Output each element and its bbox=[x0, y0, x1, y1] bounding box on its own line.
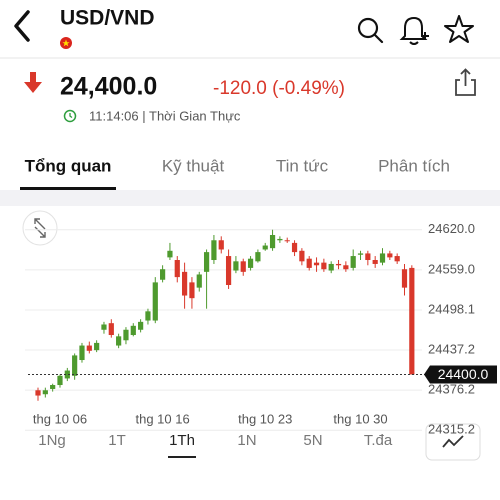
candle-body bbox=[357, 253, 364, 255]
candle-body bbox=[130, 325, 136, 336]
candle-body bbox=[291, 242, 298, 253]
chart-type-icon bbox=[442, 435, 464, 448]
tab[interactable]: Kỹ thuật bbox=[162, 156, 225, 175]
candle-body bbox=[269, 235, 276, 249]
y-tick-label: 24437.2 bbox=[428, 341, 475, 356]
candle-body bbox=[299, 250, 305, 262]
down-arrow bbox=[24, 72, 42, 93]
timeframe[interactable]: 1N bbox=[237, 432, 256, 449]
expand-icon bbox=[34, 218, 46, 238]
pair-title: USD/VND bbox=[60, 7, 155, 30]
y-tick-label: 24498.1 bbox=[428, 301, 475, 316]
candle-body bbox=[152, 282, 158, 321]
candle-body bbox=[35, 390, 41, 396]
flag-star bbox=[62, 39, 70, 47]
candle-body bbox=[50, 385, 56, 389]
candle-body bbox=[116, 336, 122, 346]
candle-body bbox=[218, 240, 224, 250]
candle-body bbox=[57, 375, 63, 386]
candle-body bbox=[225, 256, 232, 286]
candle-body bbox=[372, 260, 378, 264]
candle-body bbox=[306, 258, 312, 268]
candle-body bbox=[86, 345, 92, 351]
candle-body bbox=[42, 390, 48, 395]
last-price-tag bbox=[424, 365, 497, 384]
tab[interactable]: Tin tức bbox=[276, 156, 329, 175]
timeframe[interactable]: 5N bbox=[303, 432, 322, 449]
timeframe[interactable]: 1Ng bbox=[38, 432, 66, 449]
quote-time: 11:14:06 | Thời Gian Thực bbox=[89, 108, 241, 123]
candle-body bbox=[174, 260, 180, 278]
timeframe-underline bbox=[168, 456, 196, 458]
candle-body bbox=[387, 253, 393, 258]
candle-body bbox=[196, 274, 202, 288]
candle-body bbox=[138, 321, 144, 330]
candle-body bbox=[145, 311, 151, 321]
y-tick-label: 24376.2 bbox=[428, 382, 475, 397]
last-price-label: 24400.0 bbox=[438, 366, 489, 382]
back-button[interactable] bbox=[14, 10, 30, 42]
candle-body bbox=[64, 370, 70, 379]
candle-body bbox=[101, 324, 107, 330]
candle-body bbox=[94, 342, 100, 351]
candle-body bbox=[379, 253, 386, 263]
candle-body bbox=[167, 250, 173, 258]
candle-body bbox=[182, 271, 188, 296]
expand-button[interactable] bbox=[22, 210, 58, 246]
candle-body bbox=[211, 240, 217, 261]
search-icon[interactable] bbox=[357, 17, 384, 44]
timeframe[interactable]: 1Th bbox=[169, 432, 195, 449]
candle-body bbox=[123, 329, 129, 341]
candle-body bbox=[233, 261, 239, 271]
alert-icon[interactable] bbox=[399, 16, 429, 45]
x-tick-label: thg 10 06 bbox=[33, 411, 87, 426]
candle-body bbox=[335, 263, 342, 266]
candle-body bbox=[247, 258, 254, 268]
candle-body bbox=[72, 355, 78, 376]
candle-body bbox=[189, 282, 195, 299]
y-tick-label: 24620.0 bbox=[428, 221, 475, 236]
chart-type-button[interactable] bbox=[425, 423, 481, 461]
candle-body bbox=[394, 256, 400, 262]
candle-body bbox=[365, 253, 371, 261]
candle-body bbox=[401, 269, 408, 288]
candle-body bbox=[350, 256, 356, 268]
clock-icon bbox=[63, 109, 77, 123]
clock-hands bbox=[69, 113, 73, 119]
price: 24,400.0 bbox=[60, 73, 157, 101]
candle-body bbox=[240, 261, 246, 272]
candle-body bbox=[277, 238, 283, 241]
price-change: -120.0 (-0.49%) bbox=[213, 78, 345, 99]
candle-body bbox=[328, 263, 334, 271]
x-tick-label: thg 10 30 bbox=[333, 411, 387, 426]
favorite-icon[interactable] bbox=[444, 15, 474, 43]
candle-body bbox=[255, 252, 261, 262]
candle-body bbox=[284, 240, 290, 242]
section-gap bbox=[0, 190, 500, 206]
x-tick-label: thg 10 23 bbox=[238, 411, 292, 426]
candle-body bbox=[262, 245, 268, 250]
x-tick-label: thg 10 16 bbox=[136, 411, 190, 426]
y-tick-label: 24559.0 bbox=[428, 261, 475, 276]
candle-body bbox=[79, 345, 85, 361]
candle-body bbox=[313, 262, 320, 266]
timeframe[interactable]: T.đa bbox=[364, 432, 393, 449]
share-icon[interactable] bbox=[455, 68, 476, 96]
tab[interactable]: Phân tích bbox=[378, 156, 450, 175]
y-tick-label: 24315.2 bbox=[428, 422, 475, 437]
candle-body bbox=[108, 323, 114, 336]
tab-underline bbox=[20, 187, 116, 190]
candle-body bbox=[321, 262, 327, 270]
timeframe[interactable]: 1T bbox=[108, 432, 126, 449]
candle-body bbox=[409, 267, 415, 375]
candle-body bbox=[343, 265, 349, 270]
candle-body bbox=[203, 252, 210, 272]
tab[interactable]: Tổng quan bbox=[25, 156, 112, 175]
candle-body bbox=[160, 269, 166, 280]
